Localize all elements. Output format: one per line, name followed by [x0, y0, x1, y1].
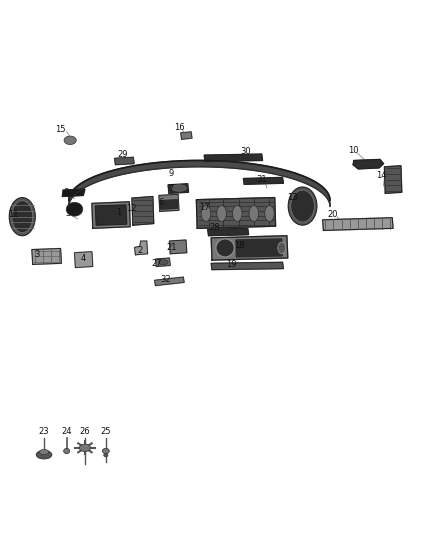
Text: 2: 2 — [137, 246, 142, 255]
Ellipse shape — [159, 260, 168, 265]
Polygon shape — [353, 159, 384, 169]
Ellipse shape — [278, 242, 286, 254]
Ellipse shape — [291, 190, 314, 222]
Ellipse shape — [39, 449, 49, 455]
Ellipse shape — [12, 201, 33, 232]
Polygon shape — [155, 258, 170, 266]
Ellipse shape — [249, 206, 258, 221]
Polygon shape — [115, 157, 134, 165]
Text: 29: 29 — [117, 150, 127, 159]
Text: 13: 13 — [287, 193, 297, 202]
Polygon shape — [32, 248, 61, 264]
Text: 14: 14 — [376, 171, 386, 180]
Ellipse shape — [233, 206, 242, 221]
Ellipse shape — [104, 454, 108, 457]
Text: 9: 9 — [169, 168, 174, 177]
Text: 4: 4 — [81, 254, 86, 263]
Ellipse shape — [66, 203, 83, 216]
Text: 7: 7 — [169, 183, 174, 192]
Text: 1: 1 — [116, 208, 121, 217]
Polygon shape — [134, 241, 148, 255]
Text: 11: 11 — [8, 210, 19, 219]
Text: 32: 32 — [161, 275, 171, 284]
Polygon shape — [62, 189, 85, 197]
Polygon shape — [160, 200, 178, 209]
Polygon shape — [155, 277, 184, 286]
Polygon shape — [322, 217, 393, 230]
Text: 20: 20 — [328, 210, 338, 219]
Text: 30: 30 — [240, 148, 251, 157]
Ellipse shape — [9, 198, 35, 236]
Polygon shape — [69, 160, 330, 207]
Ellipse shape — [201, 206, 211, 221]
Ellipse shape — [64, 448, 70, 454]
Text: 31: 31 — [256, 175, 267, 184]
Text: 10: 10 — [348, 147, 358, 156]
Ellipse shape — [265, 206, 274, 221]
Polygon shape — [181, 132, 192, 139]
Text: 19: 19 — [226, 260, 237, 269]
Polygon shape — [168, 184, 188, 193]
Polygon shape — [92, 202, 130, 228]
Ellipse shape — [217, 206, 226, 221]
Ellipse shape — [36, 450, 52, 459]
Text: 17: 17 — [199, 203, 209, 212]
Text: 12: 12 — [126, 204, 136, 213]
Text: 23: 23 — [39, 427, 49, 437]
Text: 21: 21 — [167, 244, 177, 253]
Text: 28: 28 — [209, 223, 220, 232]
Polygon shape — [170, 240, 187, 254]
Ellipse shape — [102, 448, 110, 454]
Polygon shape — [132, 197, 154, 225]
Polygon shape — [208, 228, 249, 236]
Polygon shape — [74, 252, 93, 268]
Text: 3: 3 — [35, 251, 40, 260]
Text: 6: 6 — [159, 198, 164, 207]
Text: 24: 24 — [61, 427, 72, 437]
Text: 26: 26 — [80, 427, 90, 437]
Ellipse shape — [216, 239, 234, 257]
Polygon shape — [244, 177, 283, 184]
Text: 25: 25 — [101, 427, 111, 437]
Text: 5: 5 — [65, 209, 70, 218]
Text: 16: 16 — [174, 123, 185, 132]
Text: 15: 15 — [55, 125, 66, 134]
Ellipse shape — [288, 187, 317, 225]
Ellipse shape — [64, 136, 76, 144]
Polygon shape — [204, 154, 262, 161]
Polygon shape — [159, 195, 179, 212]
Polygon shape — [236, 239, 282, 257]
Polygon shape — [95, 205, 127, 225]
Text: 27: 27 — [151, 259, 162, 268]
Polygon shape — [211, 236, 288, 260]
Ellipse shape — [79, 444, 91, 451]
Polygon shape — [211, 262, 283, 270]
Polygon shape — [196, 198, 276, 228]
Polygon shape — [385, 166, 402, 193]
Text: 8: 8 — [63, 188, 68, 197]
Ellipse shape — [172, 185, 186, 191]
Text: 18: 18 — [235, 241, 245, 250]
